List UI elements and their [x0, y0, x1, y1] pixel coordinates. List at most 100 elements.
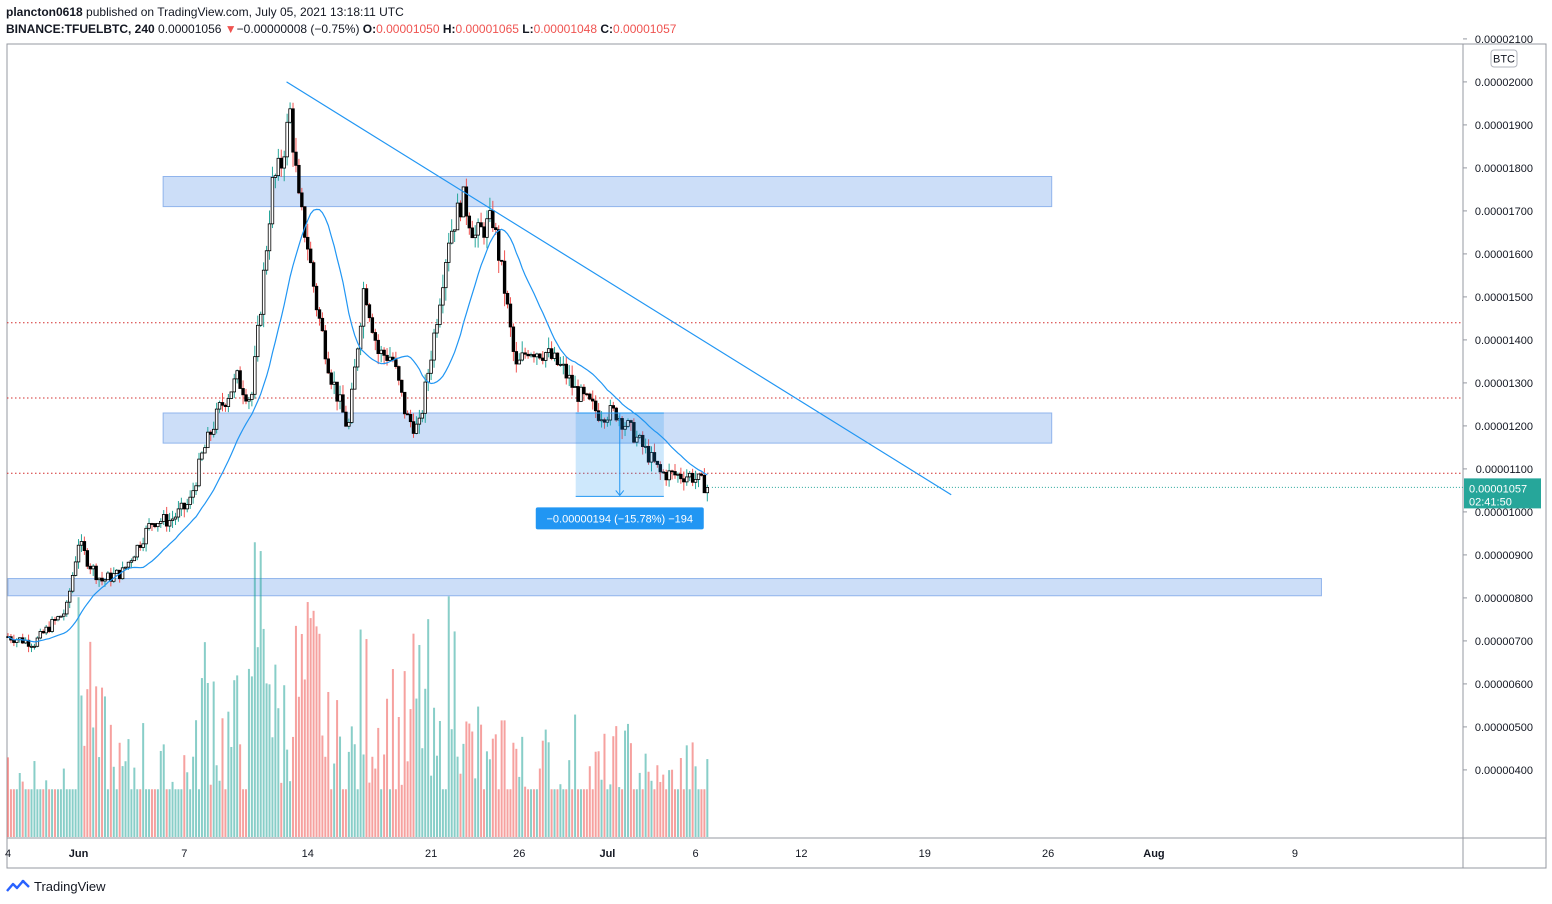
low-label: L: — [522, 22, 534, 36]
candle-body — [238, 370, 242, 389]
candle-body — [526, 353, 530, 357]
x-tick-label: Jul — [599, 848, 615, 860]
volume-bar — [574, 714, 577, 837]
candle-body — [59, 615, 63, 618]
price-range-measure: −0.00000194 (−15.78%) −194 — [535, 412, 704, 530]
volume-bar — [483, 789, 486, 837]
candle-body — [62, 613, 66, 617]
volume-bar — [347, 751, 350, 837]
volume-bar — [7, 757, 9, 837]
candle-body — [232, 378, 236, 393]
candle-body — [85, 550, 90, 567]
candle-body — [70, 574, 75, 592]
volume-bar — [280, 782, 283, 837]
volume-bar — [353, 744, 356, 837]
candle-body — [482, 226, 486, 238]
volume-bar — [618, 787, 621, 837]
currency-badge: BTC — [1490, 49, 1518, 68]
candle-body — [162, 514, 166, 522]
volume-bar — [450, 729, 453, 837]
volume-bar — [427, 619, 430, 837]
candle-body — [394, 359, 398, 367]
candle-body — [673, 471, 677, 476]
volume-bar — [33, 761, 36, 837]
candle-body — [411, 421, 416, 434]
candle-body — [285, 121, 289, 158]
volume-bar — [239, 744, 242, 837]
candle-body — [68, 590, 72, 603]
candle-body — [361, 288, 366, 327]
candle-body — [100, 577, 104, 582]
candle-body — [135, 544, 139, 558]
volume-bar — [462, 743, 465, 837]
x-tick-label: 21 — [425, 848, 437, 860]
volume-bar — [274, 664, 277, 837]
volume-bar — [9, 789, 12, 837]
volume-bar — [388, 789, 391, 837]
candle-body — [179, 502, 184, 510]
volume-bar — [341, 789, 344, 837]
x-tick-label: 12 — [795, 848, 807, 860]
candle-body — [561, 363, 566, 366]
candle-body — [115, 569, 119, 575]
candle-body — [185, 504, 189, 510]
candle-body — [397, 366, 401, 381]
candle-body — [591, 398, 595, 402]
candle-body — [250, 393, 254, 400]
y-tick-label: 0.00000900 — [1475, 550, 1533, 562]
candle-body — [491, 210, 495, 229]
candle-body — [76, 544, 81, 563]
volume-bar — [289, 781, 292, 837]
candle-body — [541, 357, 545, 361]
volume-bar — [68, 789, 71, 837]
volume-bar — [571, 789, 574, 837]
candle-body — [582, 386, 586, 395]
volume-bar — [430, 775, 433, 837]
volume-bar — [594, 751, 597, 837]
footer-brand[interactable]: TradingView — [34, 878, 106, 894]
candle-body — [640, 434, 645, 448]
volume-bar — [659, 781, 662, 837]
candle-body — [308, 248, 313, 264]
candle-body — [164, 514, 169, 527]
candle-body — [88, 565, 92, 570]
candle-body — [282, 156, 286, 169]
volume-bar — [665, 789, 668, 837]
volume-bar — [609, 784, 612, 837]
volume-bar — [600, 779, 603, 837]
volume-bar — [30, 789, 33, 837]
symbol-label[interactable]: BINANCE:TFUELBTC, 240 — [6, 22, 155, 36]
volume-bar — [391, 669, 394, 837]
author-name[interactable]: plancton0618 — [6, 5, 83, 19]
candle-body — [132, 556, 137, 562]
candle-body — [223, 404, 228, 407]
volume-bar — [148, 789, 151, 837]
low-value: 0.00001048 — [533, 22, 598, 36]
volume-bar — [15, 789, 18, 837]
volume-bar — [538, 768, 541, 837]
y-axis: 0.00002100 0.00002000 0.00001900 0.00001800… — [1463, 34, 1533, 777]
volume-bar — [256, 647, 259, 837]
volume-bar — [697, 789, 700, 837]
candle-body — [370, 317, 375, 333]
volume-bar — [644, 753, 647, 837]
candle-body — [341, 394, 345, 413]
candle-body — [314, 285, 319, 311]
volume-bar — [559, 784, 562, 837]
candle-body — [667, 470, 671, 481]
sr-zone — [7, 578, 1322, 597]
volume-bar — [253, 542, 256, 837]
candle-body — [658, 464, 663, 473]
volume-bar — [626, 723, 629, 837]
y-tick-label: 0.00000500 — [1475, 722, 1533, 734]
candle-body — [335, 381, 339, 402]
candle-body — [279, 157, 283, 169]
volume-bar — [380, 789, 383, 837]
volume-bar — [103, 696, 106, 837]
tradingview-logo-icon[interactable] — [6, 879, 30, 893]
volume-bar — [89, 641, 92, 837]
y-tick-label: 0.00000800 — [1475, 593, 1533, 605]
candle-body — [705, 486, 710, 494]
candle-body — [247, 399, 251, 402]
